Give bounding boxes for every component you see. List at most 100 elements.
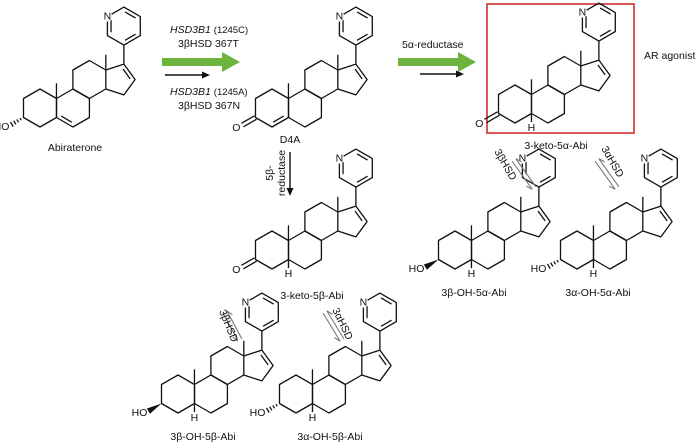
atom-label: H bbox=[590, 268, 598, 280]
ring bbox=[55, 88, 91, 128]
pyridine bbox=[338, 148, 373, 188]
atom-mask bbox=[240, 297, 251, 308]
atom-label: HO bbox=[250, 407, 266, 419]
enzyme-label: 3βHSD 367N bbox=[178, 100, 240, 112]
double-bond bbox=[124, 11, 136, 19]
hash-bond bbox=[275, 403, 278, 407]
atom-mask bbox=[334, 153, 345, 164]
ring bbox=[580, 59, 611, 92]
ring bbox=[497, 84, 533, 124]
double-bond bbox=[599, 29, 611, 37]
double-bond bbox=[122, 68, 131, 80]
atom-mask bbox=[334, 11, 345, 22]
double-bond bbox=[60, 115, 73, 123]
double-bond bbox=[260, 354, 269, 366]
pyridine bbox=[106, 6, 141, 46]
double-bond bbox=[537, 210, 546, 222]
gene-label: HSD3B1 (1245C) bbox=[170, 24, 248, 36]
double-bond bbox=[272, 115, 285, 123]
compound-name: D4A bbox=[280, 134, 300, 146]
equilibrium-arrow bbox=[594, 160, 616, 190]
atom-label: HO bbox=[132, 407, 148, 419]
ring bbox=[243, 349, 274, 382]
ring bbox=[559, 230, 595, 270]
ring bbox=[437, 230, 473, 270]
pyridine bbox=[362, 292, 397, 332]
ring bbox=[210, 345, 245, 386]
hash-bond bbox=[550, 262, 554, 267]
equilibrium-arrow bbox=[322, 312, 341, 342]
ring bbox=[487, 201, 522, 242]
double-bond bbox=[599, 7, 611, 15]
gene: HSD3B1 bbox=[170, 86, 211, 98]
hash-bond bbox=[269, 406, 273, 411]
arrow-barb bbox=[232, 336, 239, 342]
double-bond bbox=[354, 210, 363, 222]
hash-bond bbox=[546, 263, 551, 269]
atom-mask bbox=[102, 11, 113, 22]
wedge-bond bbox=[146, 403, 162, 414]
compound-name: 3-keto-5β-Abi bbox=[280, 290, 343, 302]
ring bbox=[547, 55, 582, 96]
double-bond bbox=[354, 68, 363, 80]
enzyme-label: 5β- bbox=[264, 165, 276, 181]
allele: (1245C) bbox=[214, 25, 248, 36]
enzyme-label: reductase bbox=[276, 150, 288, 196]
double-bond bbox=[124, 33, 136, 41]
ring bbox=[642, 205, 673, 238]
arrow-barb bbox=[226, 310, 233, 316]
atom-label: N bbox=[336, 10, 344, 22]
ring bbox=[304, 59, 339, 100]
compound-name: Abiraterone bbox=[48, 142, 102, 154]
agonist-label: AR agonist bbox=[644, 50, 695, 62]
atom-label: N bbox=[242, 296, 250, 308]
arrow-barb bbox=[525, 185, 533, 190]
ring bbox=[160, 374, 196, 414]
equilibrium-arrow bbox=[511, 160, 533, 190]
enzyme-label: 3αHSD bbox=[598, 144, 626, 180]
ring bbox=[520, 205, 551, 238]
ring bbox=[278, 374, 314, 414]
agonist-box bbox=[486, 3, 635, 134]
double-bond bbox=[243, 118, 257, 128]
ring bbox=[530, 84, 566, 124]
ring bbox=[609, 201, 644, 242]
enzyme-label: 5α-reductase bbox=[402, 39, 464, 51]
double-bond bbox=[380, 297, 392, 305]
green-arrow bbox=[398, 52, 476, 72]
atom-label: N bbox=[519, 152, 527, 164]
double-bond bbox=[356, 153, 368, 161]
atom-mask bbox=[639, 153, 650, 164]
hash-bond bbox=[265, 407, 270, 413]
ring bbox=[105, 63, 136, 96]
double-bond bbox=[380, 319, 392, 327]
wedge-bond bbox=[423, 259, 439, 270]
double-bond bbox=[484, 111, 498, 120]
ring bbox=[592, 230, 628, 270]
compound-name: 3α-OH-5α-Abi bbox=[565, 287, 630, 299]
atom-label: N bbox=[579, 6, 587, 18]
arrowhead bbox=[286, 188, 294, 196]
ring bbox=[311, 374, 347, 414]
equilibrium-arrow bbox=[515, 158, 537, 188]
atom-mask bbox=[577, 7, 588, 18]
ring bbox=[72, 59, 107, 100]
green-arrow bbox=[162, 52, 240, 72]
equilibrium-arrow bbox=[326, 310, 345, 340]
ring bbox=[22, 88, 58, 128]
atom-label: O bbox=[232, 264, 240, 276]
compound-name: 3-keto-5α-Abi bbox=[524, 140, 587, 152]
ring bbox=[287, 88, 323, 128]
pyridine bbox=[643, 148, 678, 188]
arrow-barb bbox=[608, 185, 616, 190]
pyridine bbox=[338, 6, 373, 46]
double-bond bbox=[486, 114, 500, 124]
atom-label: H bbox=[285, 268, 293, 280]
atom-label: H bbox=[309, 412, 317, 424]
double-bond bbox=[378, 354, 387, 366]
double-bond bbox=[539, 153, 551, 161]
pyridine bbox=[521, 148, 556, 188]
atom-label: N bbox=[336, 152, 344, 164]
double-bond bbox=[356, 33, 368, 41]
